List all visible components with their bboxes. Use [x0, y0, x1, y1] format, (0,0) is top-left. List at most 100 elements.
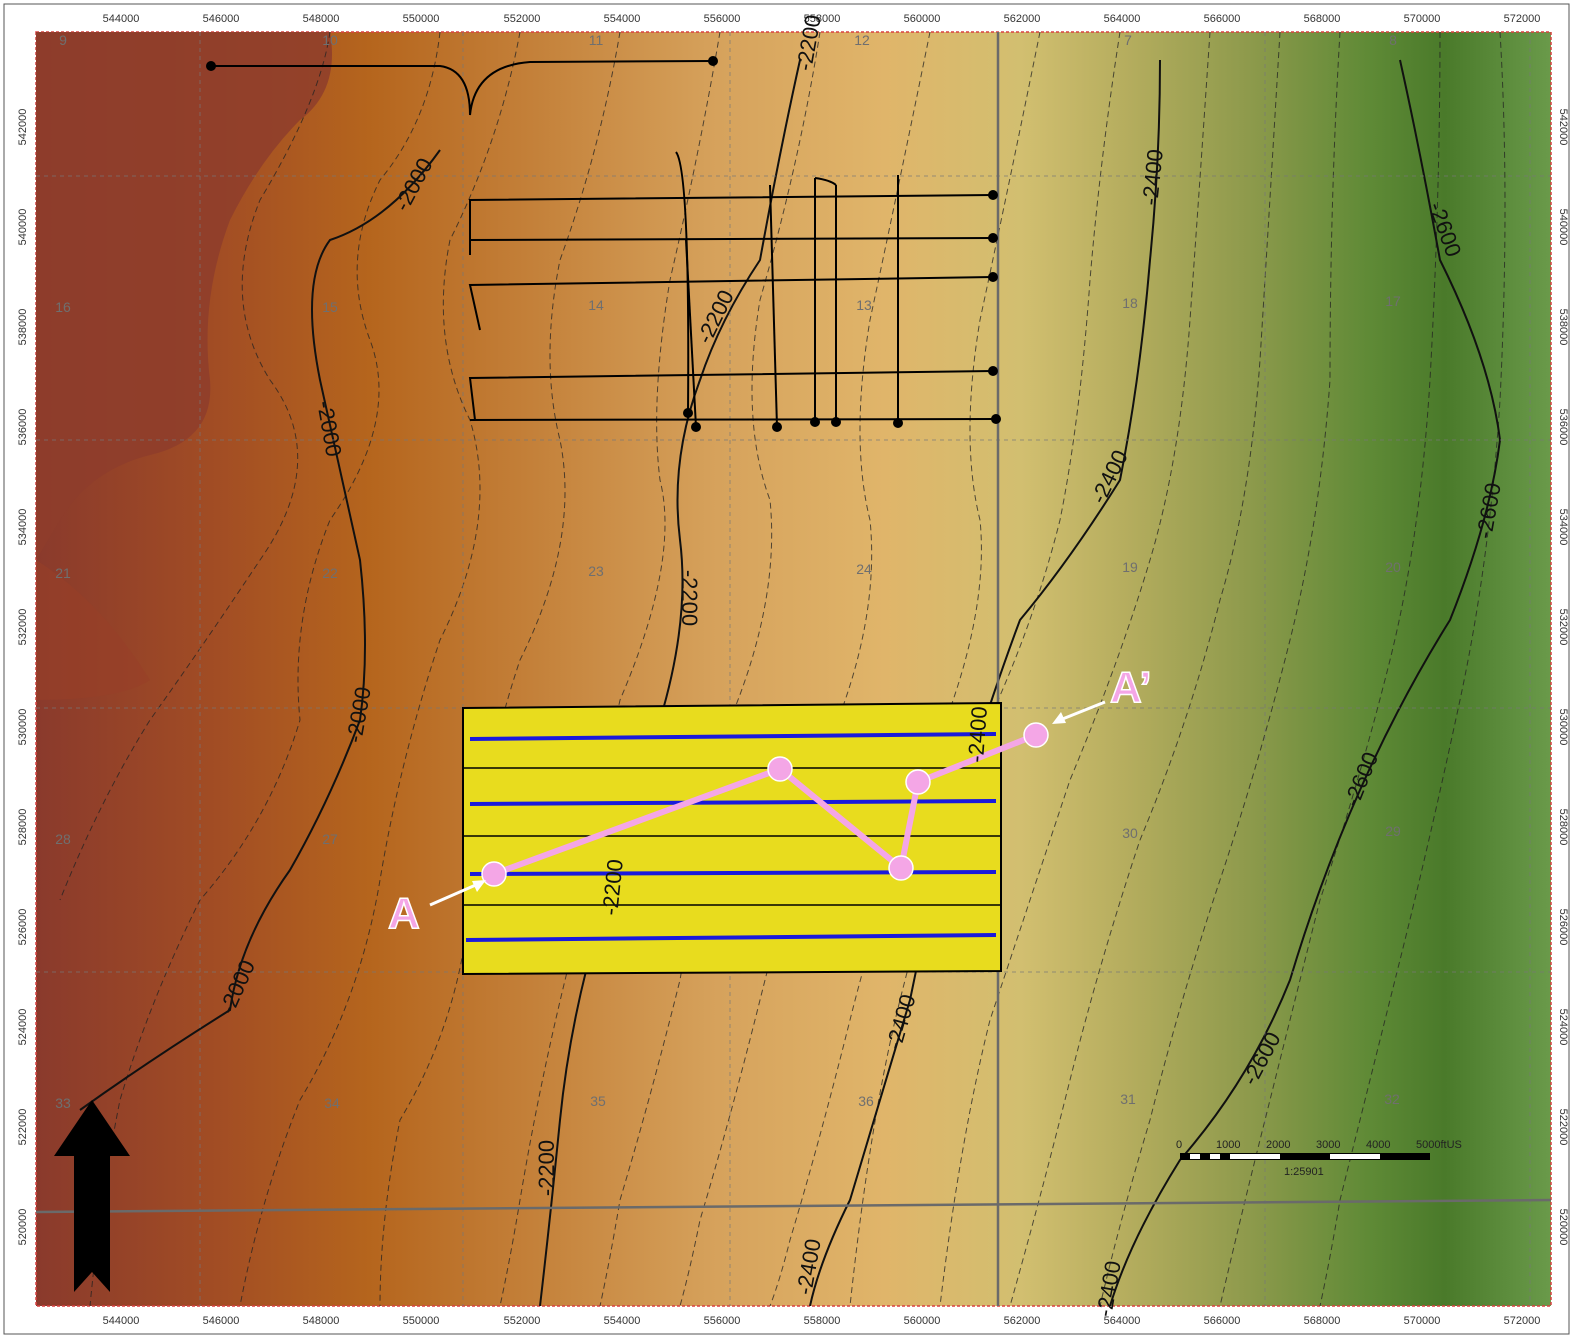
x-axis-tick-bottom: 572000 [1504, 1315, 1541, 1327]
axis-ticks: 544000 544000 546000 546000 548000 548000 5500… [17, 13, 1569, 1327]
y-axis-tick-right: 532000 [1557, 609, 1569, 646]
section-number: 33 [55, 1095, 71, 1111]
x-axis-tick-bottom: 546000 [203, 1315, 240, 1327]
section-number: 24 [856, 561, 872, 577]
y-axis-tick-left: 526000 [17, 909, 29, 946]
contour-value-label: -2400 [963, 706, 992, 764]
x-axis-tick-top: 554000 [604, 13, 641, 25]
x-axis-tick-top: 550000 [403, 13, 440, 25]
y-axis-tick-right: 538000 [1557, 309, 1569, 346]
x-axis-tick-bottom: 570000 [1404, 1315, 1441, 1327]
section-number: 8 [1389, 32, 1397, 48]
index-contours [79, 59, 1502, 1306]
section-number: 36 [858, 1093, 874, 1109]
section-number: 22 [322, 565, 338, 581]
section-number: 29 [1385, 823, 1401, 839]
section-number: 19 [1122, 559, 1138, 575]
section-number: 20 [1385, 559, 1401, 575]
x-axis-tick-top: 546000 [203, 13, 240, 25]
y-axis-tick-right: 520000 [1557, 1209, 1569, 1246]
lateral-line [469, 799, 997, 806]
y-axis-tick-left: 530000 [17, 709, 29, 746]
x-axis-tick-top: 566000 [1204, 13, 1241, 25]
x-axis-tick-bottom: 568000 [1304, 1315, 1341, 1327]
x-axis-tick-bottom: 564000 [1104, 1315, 1141, 1327]
x-axis-tick-top: 570000 [1404, 13, 1441, 25]
contour-value-label: -2200 [677, 570, 702, 626]
x-axis-tick-top: 544000 [103, 13, 140, 25]
section-number: 14 [588, 297, 604, 313]
section-number: 11 [589, 32, 604, 48]
y-axis-tick-left: 536000 [17, 409, 29, 446]
map-low-zone [36, 560, 150, 700]
section-line [36, 1198, 1551, 1214]
section-number: 28 [55, 831, 71, 847]
section-number: 30 [1122, 825, 1138, 841]
y-axis-tick-right: 524000 [1557, 1009, 1569, 1046]
y-axis-tick-left: 532000 [17, 609, 29, 646]
section-number: 16 [55, 299, 71, 315]
contour-value-label: -2200 [597, 858, 628, 917]
y-axis-tick-right: 540000 [1557, 209, 1569, 246]
contour-value-label: -2400 [1137, 148, 1168, 207]
x-axis-tick-top: 562000 [1004, 13, 1041, 25]
callout-arrows [429, 700, 1106, 907]
scale-tick-label: 1000 [1216, 1139, 1240, 1151]
y-axis-tick-right: 536000 [1557, 409, 1569, 446]
y-axis-tick-right: 528000 [1557, 809, 1569, 846]
section-number: 32 [1384, 1091, 1400, 1107]
section-number: 17 [1385, 293, 1401, 309]
scale-bar: 0 1000 2000 3000 4000 5000ftUS 1:25901 [1176, 1139, 1462, 1178]
y-axis-tick-left: 522000 [17, 1109, 29, 1146]
y-axis-tick-left: 542000 [17, 109, 29, 146]
scale-tick-label: 2000 [1266, 1139, 1290, 1151]
x-axis-tick-bottom: 562000 [1004, 1315, 1041, 1327]
x-axis-tick-top: 548000 [303, 13, 340, 25]
section-number: 18 [1122, 295, 1138, 311]
y-axis-tick-left: 534000 [17, 509, 29, 546]
north-arrow-icon [54, 1100, 130, 1292]
scale-tick-label: 3000 [1316, 1139, 1340, 1151]
lateral-line [469, 732, 997, 741]
x-axis-tick-top: 558000 [804, 13, 841, 25]
y-axis-tick-left: 538000 [17, 309, 29, 346]
x-axis-tick-bottom: 556000 [704, 1315, 741, 1327]
scale-tick-label: 4000 [1366, 1139, 1390, 1151]
x-axis-tick-bottom: 552000 [504, 1315, 541, 1327]
well-paths [211, 60, 997, 428]
x-axis-tick-top: 560000 [904, 13, 941, 25]
section-number: 27 [322, 831, 338, 847]
contour-value-label: -2200 [534, 1140, 559, 1196]
map-low-zone [36, 32, 332, 560]
y-axis-tick-right: 522000 [1557, 1109, 1569, 1146]
scale-ratio: 1:25901 [1284, 1166, 1324, 1178]
y-axis-tick-left: 520000 [17, 1209, 29, 1246]
section-number: 7 [1124, 32, 1132, 48]
survey-block [462, 701, 1002, 976]
y-axis-tick-right: 534000 [1557, 509, 1569, 546]
cross-section-end-label: A’ [1110, 663, 1152, 712]
section-numbers: 9 10 11 12 7 8 16 15 14 13 18 17 21 22 23 24 19 20 28 27 30 2… [55, 32, 1401, 1111]
x-axis-tick-top: 572000 [1504, 13, 1541, 25]
y-axis-tick-left: 528000 [17, 809, 29, 846]
x-axis-tick-top: 568000 [1304, 13, 1341, 25]
x-axis-tick-bottom: 550000 [403, 1315, 440, 1327]
y-axis-tick-right: 542000 [1557, 109, 1569, 146]
section-number: 13 [856, 297, 872, 313]
lateral-line [465, 933, 997, 942]
x-axis-tick-bottom: 544000 [103, 1315, 140, 1327]
x-axis-tick-bottom: 560000 [904, 1315, 941, 1327]
x-axis-tick-bottom: 554000 [604, 1315, 641, 1327]
x-axis-tick-bottom: 548000 [303, 1315, 340, 1327]
y-axis-tick-left: 540000 [17, 209, 29, 246]
scale-tick-label: 5000ftUS [1416, 1139, 1462, 1151]
cross-section-line [481, 722, 1049, 887]
section-number: 23 [588, 563, 604, 579]
section-number: 15 [322, 299, 338, 315]
section-number: 12 [854, 32, 870, 48]
y-axis-tick-right: 526000 [1557, 909, 1569, 946]
x-axis-tick-bottom: 558000 [804, 1315, 841, 1327]
y-axis-tick-left: 524000 [17, 1009, 29, 1046]
surface-map [35, 31, 1552, 1307]
